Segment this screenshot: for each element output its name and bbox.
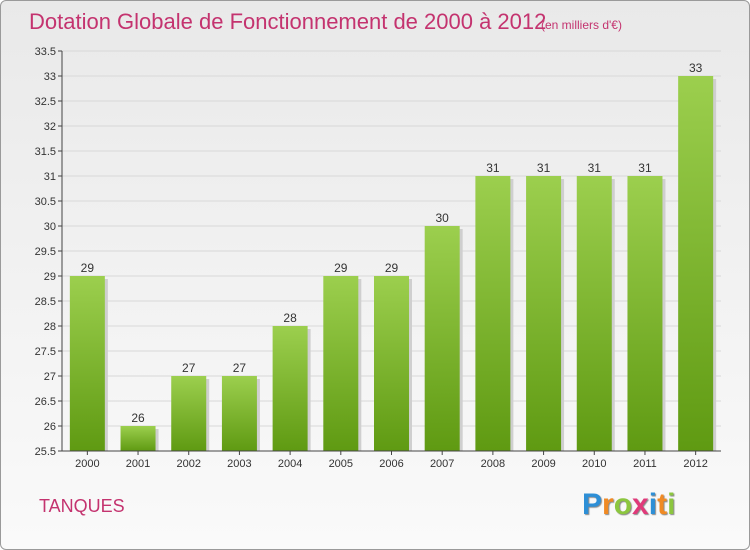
- x-tick-label: 2010: [582, 458, 606, 470]
- x-tick-label: 2009: [531, 458, 555, 470]
- x-tick-label: 2008: [481, 458, 505, 470]
- chart-title: Dotation Globale de Fonctionnement de 20…: [29, 9, 547, 34]
- bar: [69, 276, 105, 451]
- axes: [58, 50, 721, 455]
- bar-value-label: 27: [233, 361, 247, 375]
- y-tick-label: 25.5: [35, 446, 56, 458]
- logo-letter: P: [582, 488, 603, 521]
- y-tick-label: 32.5: [35, 96, 56, 108]
- logo-letter: i: [667, 488, 676, 521]
- y-tick-label: 33: [44, 71, 56, 83]
- x-tick-label: 2007: [430, 458, 454, 470]
- labels: 25.5 26 26.5 27 27.5 28 28.5 29 29.5 30 30.5 31 31.5…: [35, 46, 708, 470]
- bar-value-label: 33: [689, 61, 703, 75]
- bar-value-label: 28: [283, 311, 297, 325]
- bar-value-label: 26: [131, 411, 145, 425]
- bars: [69, 76, 717, 451]
- y-tick-label: 31: [44, 171, 56, 183]
- proxiti-logo[interactable]: Proxiti: [582, 488, 675, 522]
- logo-letter: t: [657, 488, 668, 521]
- logo-letter: x: [632, 488, 649, 521]
- bar: [678, 76, 714, 451]
- y-tick-label: 30.5: [35, 196, 56, 208]
- bar-value-label: 31: [486, 161, 500, 175]
- bar-value-label: 29: [81, 261, 95, 275]
- bar-value-label: 29: [334, 261, 348, 275]
- bar: [576, 176, 612, 451]
- bar-value-label: 31: [588, 161, 602, 175]
- y-tick-label: 28.5: [35, 296, 56, 308]
- chart-unit: (en milliers d'€): [541, 18, 622, 32]
- bar: [374, 276, 409, 451]
- x-tick-label: 2006: [379, 458, 403, 470]
- x-tick-label: 2012: [683, 458, 707, 470]
- x-tick-label: 2011: [633, 458, 657, 470]
- bar-value-label: 31: [537, 161, 551, 175]
- y-tick-label: 26.5: [35, 396, 56, 408]
- bar: [323, 276, 359, 451]
- y-tick-label: 29.5: [35, 246, 56, 258]
- bar: [475, 176, 511, 451]
- y-tick-label: 27.5: [35, 346, 56, 358]
- bar-value-label: 30: [436, 211, 450, 225]
- bar: [526, 176, 562, 451]
- y-tick-label: 32: [44, 121, 56, 133]
- y-tick-label: 29: [44, 271, 56, 283]
- x-tick-label: 2003: [227, 458, 251, 470]
- y-tick-label: 27: [44, 371, 56, 383]
- logo-letter: o: [613, 488, 633, 521]
- bar: [627, 176, 663, 451]
- y-tick-label: 30: [44, 221, 56, 233]
- bar: [120, 426, 156, 451]
- y-tick-label: 28: [44, 321, 56, 333]
- logo-letter: i: [648, 488, 658, 521]
- x-tick-label: 2002: [176, 458, 200, 470]
- bar: [424, 226, 460, 451]
- y-tick-label: 33.5: [35, 46, 56, 58]
- x-tick-label: 2005: [329, 458, 353, 470]
- bar: [221, 376, 257, 451]
- bar-value-label: 29: [385, 261, 399, 275]
- y-tick-label: 31.5: [35, 146, 56, 158]
- y-tick-label: 26: [44, 421, 56, 433]
- commune-name: TANQUES: [39, 496, 125, 516]
- x-tick-label: 2001: [126, 458, 150, 470]
- x-tick-label: 2000: [75, 458, 99, 470]
- bar: [272, 326, 308, 451]
- bar-value-label: 27: [182, 361, 196, 375]
- logo-letter: r: [602, 488, 614, 521]
- bar: [171, 376, 207, 451]
- bar-value-label: 31: [638, 161, 652, 175]
- x-tick-label: 2004: [278, 458, 302, 470]
